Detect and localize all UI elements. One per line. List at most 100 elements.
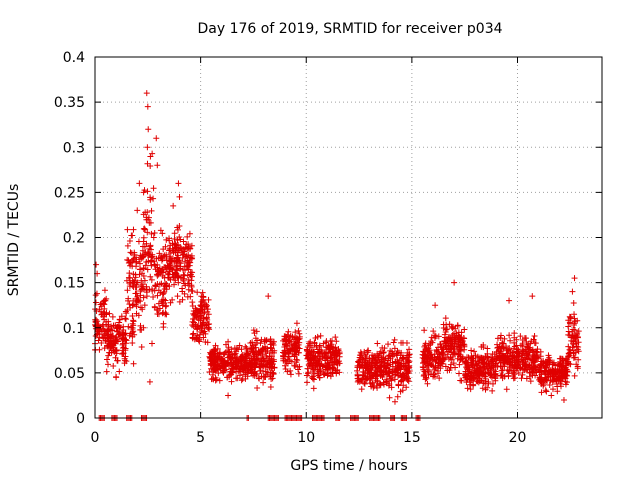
data-point xyxy=(152,282,159,289)
data-point xyxy=(523,351,530,358)
data-point xyxy=(304,379,311,386)
data-point xyxy=(420,372,427,379)
data-point xyxy=(190,330,197,337)
data-point xyxy=(154,292,161,299)
data-point xyxy=(424,355,431,362)
data-point xyxy=(116,368,123,375)
data-point xyxy=(333,350,340,357)
data-point xyxy=(106,349,113,356)
data-point xyxy=(517,333,524,340)
data-point xyxy=(336,369,343,376)
data-point xyxy=(512,362,519,369)
data-point xyxy=(523,348,530,355)
data-point xyxy=(402,364,409,371)
data-point xyxy=(564,379,571,386)
data-point xyxy=(327,358,334,365)
data-point xyxy=(203,302,210,309)
data-point xyxy=(123,277,130,284)
data-point xyxy=(332,366,339,373)
data-point xyxy=(373,360,380,367)
data-point xyxy=(144,229,151,236)
data-point xyxy=(137,304,144,311)
data-point xyxy=(281,348,288,355)
data-point xyxy=(223,366,230,373)
data-point xyxy=(129,263,136,270)
data-point xyxy=(287,371,294,378)
data-point xyxy=(161,252,168,259)
data-point xyxy=(271,364,278,371)
data-point xyxy=(201,300,208,307)
data-point xyxy=(436,375,443,382)
data-point xyxy=(147,273,154,280)
data-point xyxy=(169,265,176,272)
data-point xyxy=(449,325,456,332)
data-point xyxy=(167,299,174,306)
data-point xyxy=(564,368,571,375)
data-point xyxy=(116,319,123,326)
data-point xyxy=(195,337,202,344)
data-point xyxy=(285,347,292,354)
data-point xyxy=(150,185,157,192)
data-point xyxy=(542,377,549,384)
data-point xyxy=(251,357,258,364)
data-point xyxy=(122,340,129,347)
data-point xyxy=(296,333,303,340)
data-point xyxy=(291,362,298,369)
data-point xyxy=(379,373,386,380)
data-point xyxy=(170,202,177,209)
data-point xyxy=(307,347,314,354)
data-point xyxy=(466,376,473,383)
data-point xyxy=(133,290,140,297)
data-point xyxy=(146,251,153,258)
data-point xyxy=(240,368,247,375)
data-point xyxy=(140,264,147,271)
data-point xyxy=(332,334,339,341)
data-point xyxy=(150,294,157,301)
data-point xyxy=(284,356,291,363)
data-point xyxy=(251,372,258,379)
data-point xyxy=(505,347,512,354)
data-point xyxy=(287,367,294,374)
data-point xyxy=(354,367,361,374)
data-point xyxy=(391,398,398,405)
data-point xyxy=(292,347,299,354)
data-point xyxy=(380,371,387,378)
data-point xyxy=(171,281,178,288)
data-point xyxy=(283,358,290,365)
y-tick-label: 0.05 xyxy=(54,366,85,382)
data-point xyxy=(160,320,167,327)
data-point xyxy=(162,303,169,310)
data-point xyxy=(295,349,302,356)
data-point xyxy=(361,379,368,386)
data-point xyxy=(202,338,209,345)
data-point xyxy=(450,349,457,356)
data-point xyxy=(398,377,405,384)
data-point xyxy=(573,340,580,347)
data-point xyxy=(173,263,180,270)
data-point xyxy=(288,358,295,365)
data-point xyxy=(522,362,529,369)
data-point xyxy=(202,330,209,337)
data-point xyxy=(403,384,410,391)
data-point xyxy=(523,375,530,382)
data-point xyxy=(210,348,217,355)
data-point xyxy=(153,135,160,142)
data-point xyxy=(455,329,462,336)
data-point xyxy=(243,350,250,357)
data-point xyxy=(101,287,108,294)
data-point xyxy=(356,364,363,371)
data-point xyxy=(229,354,236,361)
data-point xyxy=(394,356,401,363)
data-point xyxy=(313,342,320,349)
data-point xyxy=(310,376,317,383)
data-point xyxy=(130,360,137,367)
data-point xyxy=(537,369,544,376)
data-point xyxy=(122,315,129,322)
data-point xyxy=(573,343,580,350)
data-point xyxy=(99,331,106,338)
data-point xyxy=(312,364,319,371)
data-point xyxy=(428,334,435,341)
data-point xyxy=(184,233,191,240)
data-point xyxy=(421,343,428,350)
